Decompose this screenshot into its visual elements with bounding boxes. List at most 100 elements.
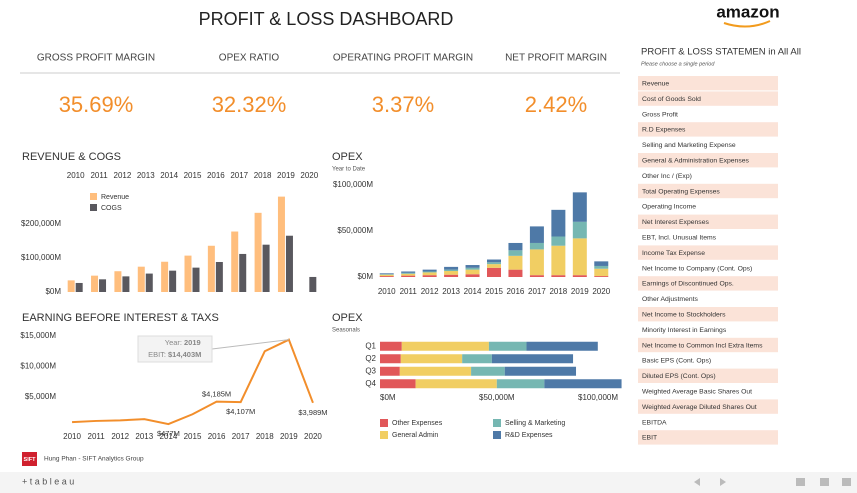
legend-label: Other Expenses (392, 420, 443, 427)
statement-row: Diluted EPS (Cont. Ops) (642, 373, 716, 380)
value-label: $3,989M (298, 408, 327, 417)
x-tick-label: $0M (380, 393, 396, 402)
chart-title: REVENUE & COGS (22, 151, 121, 163)
tooltip-value: $14,403M (168, 350, 201, 359)
bar-segment (415, 379, 497, 389)
bar-segment (508, 269, 523, 277)
bar-segment (462, 354, 492, 364)
bar-segment (572, 221, 587, 239)
bar (192, 267, 200, 292)
bar (207, 245, 215, 292)
y-tick-label: $200,000M (21, 219, 61, 228)
x-tick-label: 2014 (160, 171, 178, 180)
x-tick-label: 2018 (254, 171, 272, 180)
tooltip-value: 2019 (184, 338, 201, 347)
kpi-label: GROSS PROFIT MARGIN (37, 53, 155, 64)
legend-swatch (380, 419, 388, 427)
footer-brand: + t a b l e a u (22, 476, 74, 486)
footer-controls[interactable] (694, 478, 851, 486)
kpi-label: OPERATING PROFIT MARGIN (333, 53, 473, 64)
y-tick-label: $5,000M (25, 392, 56, 401)
bar-segment (400, 354, 463, 364)
row-background (638, 430, 778, 445)
bar-segment (380, 379, 416, 389)
download[interactable] (820, 478, 829, 486)
bar-segment (572, 238, 587, 276)
bar-segment (487, 264, 501, 268)
legend-label: Revenue (101, 194, 129, 201)
dashboard-title: PROFIT & LOSS DASHBOARD (199, 9, 454, 29)
row-background (638, 214, 778, 229)
bar-segment (508, 242, 523, 251)
statement-row: Operating Income (642, 204, 696, 211)
y-tick-label: Q4 (365, 379, 376, 388)
bar (122, 276, 130, 292)
x-tick-label: 2010 (67, 171, 85, 180)
footer-logo-box (22, 452, 37, 466)
statement-row: R.D Expenses (642, 127, 686, 134)
statement-row: Revenue (642, 80, 669, 87)
x-tick-label: 2013 (442, 287, 460, 296)
x-tick-label: 2010 (378, 287, 396, 296)
bar-segment (444, 271, 459, 275)
statement-row: EBITDA (642, 419, 667, 426)
bar-segment (572, 275, 587, 277)
legend-label: COGS (101, 205, 122, 212)
logo: amazon (716, 2, 779, 21)
bar-segment (465, 267, 480, 270)
statement-row: Weighted Average Basic Shares Out (642, 388, 752, 395)
row-background (638, 183, 778, 199)
footer-author: Hung Phan - SIFT Analytics Group (44, 456, 144, 463)
bar-segment (401, 275, 416, 277)
bar-segment (487, 267, 501, 277)
y-tick-label: $100,000M (21, 253, 61, 262)
statement-row: EBT, Incl. Unusual Items (642, 234, 717, 241)
bar-segment (465, 265, 480, 268)
bar-segment (508, 250, 523, 256)
statement-subtitle: Please choose a single period (641, 61, 715, 67)
nav-forward[interactable] (720, 478, 726, 486)
x-tick-label: 2019 (280, 432, 298, 441)
bar-segment (401, 272, 416, 274)
y-tick-label: $0M (357, 272, 373, 281)
bar-segment (488, 341, 527, 351)
row-background (638, 153, 778, 168)
bar-segment (401, 271, 416, 273)
bar (145, 273, 153, 292)
fullscreen[interactable] (842, 478, 851, 486)
row-background (638, 76, 778, 91)
bar (262, 244, 270, 292)
nav-back[interactable] (694, 478, 700, 486)
bar (285, 235, 293, 292)
row-background (638, 399, 778, 414)
statement-row: EBIT (642, 435, 657, 442)
tooltip-label: EBIT: (148, 350, 166, 359)
bar-segment (544, 379, 622, 389)
x-tick-label: 2019 (277, 171, 295, 180)
x-tick-label: 2016 (507, 287, 525, 296)
bar (75, 282, 83, 292)
statement-row: Selling and Marketing Expense (642, 142, 736, 149)
bar-segment (444, 274, 459, 277)
x-tick-label: 2019 (571, 287, 589, 296)
x-tick-label: 2012 (421, 287, 439, 296)
bar-segment (444, 266, 459, 270)
y-tick-label: Q1 (365, 341, 376, 350)
bar-segment (487, 259, 501, 263)
x-tick-label: 2012 (114, 171, 132, 180)
bar-segment (465, 274, 480, 277)
legend-swatch (493, 419, 501, 427)
share[interactable] (796, 478, 805, 486)
x-tick-label: 2016 (208, 432, 226, 441)
bar-segment (529, 275, 544, 277)
statement-row: Income Tax Expense (642, 250, 705, 257)
bar (215, 261, 223, 292)
bar-segment (529, 226, 544, 243)
statement-row: Other Adjustments (642, 296, 699, 303)
row-background (638, 122, 778, 137)
bar-segment (504, 366, 577, 376)
bar-segment (422, 275, 437, 277)
footer-bar (0, 472, 857, 493)
statement-row: Weighted Average Diluted Shares Out (642, 404, 757, 411)
